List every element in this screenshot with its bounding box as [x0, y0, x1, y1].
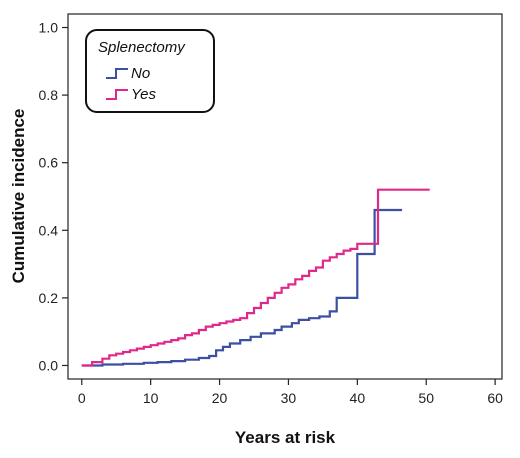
x-tick-label: 60 — [487, 390, 503, 406]
series-layer — [81, 188, 430, 367]
x-tick-label: 30 — [281, 390, 297, 406]
y-tick-label: 1.0 — [39, 20, 59, 36]
x-axis-title: Years at risk — [235, 428, 336, 447]
legend-label-yes: Yes — [131, 86, 157, 103]
x-tick-label: 0 — [78, 390, 86, 406]
y-tick-label: 0.8 — [39, 87, 59, 103]
x-axis: 0 10 20 30 40 50 60 — [78, 379, 503, 406]
y-tick-label: 0.2 — [39, 290, 59, 306]
y-axis: 0.0 0.2 0.4 0.6 0.8 1.0 — [39, 20, 68, 373]
series-line-yes — [81, 188, 430, 367]
legend: Splenectomy No Yes — [85, 29, 215, 113]
y-tick-label: 0.4 — [39, 222, 59, 238]
legend-swatch-no — [106, 68, 128, 79]
legend-swatch-yes — [106, 89, 128, 100]
y-axis-title: Cumulative incidence — [9, 109, 28, 284]
x-tick-label: 40 — [350, 390, 366, 406]
legend-label-no: No — [131, 65, 150, 82]
y-tick-label: 0.6 — [39, 155, 59, 171]
legend-box — [85, 29, 215, 113]
series-line-no — [81, 208, 403, 367]
x-tick-label: 50 — [418, 390, 434, 406]
legend-title: Splenectomy — [98, 39, 186, 56]
y-tick-label: 0.0 — [39, 357, 59, 373]
x-tick-label: 20 — [212, 390, 228, 406]
x-tick-label: 10 — [143, 390, 159, 406]
